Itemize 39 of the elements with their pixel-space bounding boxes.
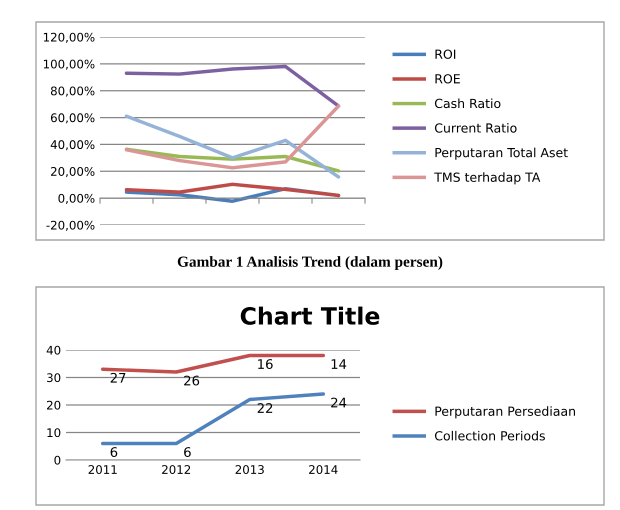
data-label: 6 (184, 447, 191, 458)
x-tick-label: 2014 (309, 465, 338, 474)
y-tick-label: 30 (47, 373, 60, 382)
legend-label: ROI (435, 49, 456, 59)
line-series (124, 114, 340, 179)
data-label: 24 (331, 398, 346, 408)
y-tick-label: 10 (47, 428, 60, 438)
y-tick-label: 20 (46, 400, 60, 410)
y-tick-label: 80,00% (50, 86, 94, 97)
legend-label: ROE (435, 74, 460, 84)
y-tick-label: 40,00% (50, 140, 94, 150)
annotation: 26 (184, 376, 200, 386)
y-tick-label: 40 (46, 346, 60, 355)
y-tick-label: 0,00% (58, 194, 94, 204)
legend-label: Perputaran Persediaan (435, 406, 575, 418)
text: Gambar 1 Analisis Trend (dalam persen) (178, 256, 442, 270)
legend-label: Collection Periods (434, 430, 545, 441)
data-label: 22 (258, 403, 272, 413)
legend-label: Perputaran Total Aset (435, 148, 568, 160)
legend-label: Current Ratio (434, 123, 517, 133)
y-tick-label: 120,00% (44, 32, 94, 43)
y-tick-label: 60,00% (50, 113, 94, 124)
line-series (124, 104, 340, 170)
y-tick-label: -20,00% (46, 220, 94, 231)
y-tick-label: 20,00% (50, 167, 94, 178)
annotation: 27 (110, 372, 126, 383)
line-series (124, 64, 340, 108)
line-series (124, 182, 340, 198)
legend-label: Cash Ratio (434, 98, 500, 108)
y-tick-label: 100,00% (44, 60, 94, 70)
y-tick-label: 0 (54, 456, 60, 465)
annotation: 16 (258, 359, 273, 370)
data-label: 6 (110, 447, 118, 458)
annotation: 14 (332, 359, 346, 369)
legend-label: TMS terhadap TA (434, 172, 540, 184)
chart-title: Chart Title (240, 306, 380, 325)
x-tick-label: 2012 (162, 465, 190, 474)
x-tick-label: 2011 (88, 465, 117, 474)
x-tick-label: 2013 (236, 465, 264, 474)
